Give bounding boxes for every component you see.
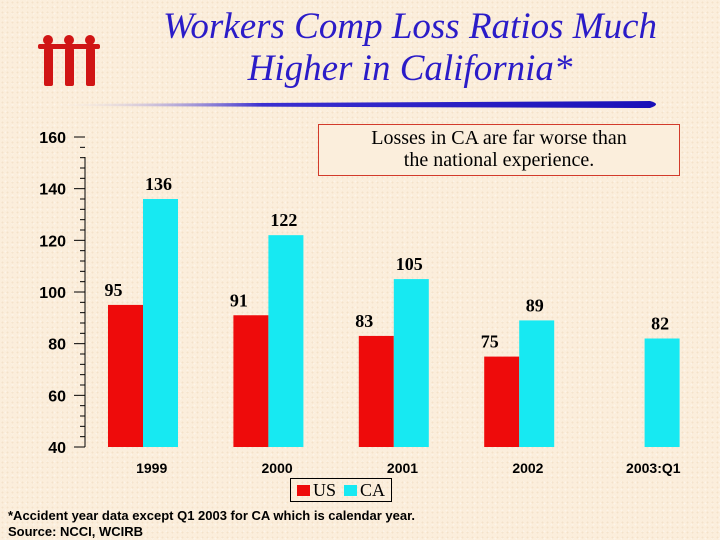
data-label-us: 83	[355, 311, 373, 331]
bar-ca-2003:Q1	[644, 338, 680, 447]
title-line-2: Higher in California*	[247, 48, 573, 89]
callout-line-2: the national experience.	[403, 149, 595, 171]
callout-box: Losses in CA are far worse than the nati…	[318, 124, 680, 176]
footnote: *Accident year data except Q1 2003 for C…	[8, 508, 415, 540]
data-label-ca: 136	[145, 174, 172, 194]
bar-us-2001	[358, 335, 394, 447]
iii-logo	[38, 35, 100, 86]
data-label-us: 95	[105, 280, 123, 300]
bar-ca-1999	[143, 199, 178, 447]
footnote-source: Source: NCCI, WCIRB	[8, 524, 144, 539]
y-tick-label: 40	[48, 440, 66, 457]
y-tick-label: 160	[39, 130, 66, 147]
bar-ca-2001	[393, 279, 429, 447]
x-tick-label: 2001	[387, 460, 418, 476]
bar-us-1999	[108, 304, 143, 447]
chart-legend: US CA	[290, 478, 393, 502]
data-label-ca: 89	[526, 295, 544, 315]
legend-item-ca: CA	[344, 480, 385, 501]
callout-line-1: Losses in CA are far worse than	[371, 127, 627, 149]
page-title: Workers Comp Loss Ratios Much Higher in …	[110, 6, 710, 90]
title-line-1: Workers Comp Loss Ratios Much	[162, 6, 658, 47]
data-label-ca: 122	[270, 210, 297, 230]
legend-swatch-ca	[344, 484, 358, 496]
y-tick-label: 80	[48, 337, 66, 354]
x-tick-label: 1999	[136, 460, 167, 476]
bar-ca-2002	[519, 320, 555, 447]
x-tick-label: 2002	[512, 460, 543, 476]
footnote-line-1: *Accident year data except Q1 2003 for C…	[8, 508, 416, 523]
legend-label-us: US	[313, 479, 337, 500]
y-tick-label: 100	[39, 285, 66, 302]
data-label-ca: 105	[396, 254, 423, 274]
legend-swatch-us	[297, 484, 310, 496]
data-label-us: 91	[230, 290, 248, 310]
x-tick-label: 2000	[262, 460, 293, 476]
data-label-ca: 82	[651, 314, 669, 334]
y-tick-label: 120	[39, 233, 66, 250]
title-underline	[50, 101, 656, 108]
data-label-us: 75	[481, 332, 499, 352]
legend-item-us: US	[297, 480, 336, 501]
bar-ca-2000	[268, 235, 304, 447]
legend-label-ca: CA	[360, 479, 386, 500]
bar-us-2002	[484, 356, 520, 447]
bar-us-2000	[233, 315, 269, 447]
y-tick-label: 140	[39, 182, 66, 199]
x-tick-label: 2003:Q1	[626, 460, 681, 476]
y-tick-label: 60	[48, 388, 66, 405]
